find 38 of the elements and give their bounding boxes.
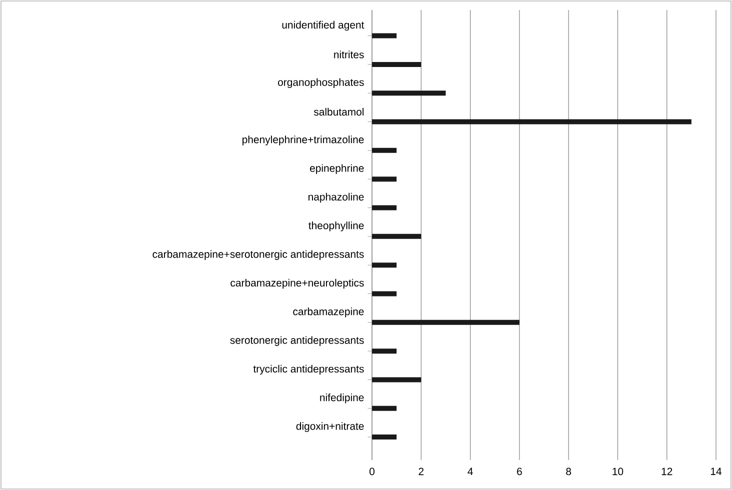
y-tick-label: naphazoline [308,192,364,203]
bar [372,234,422,239]
y-tick-label: salbutamol [314,108,364,116]
bar [372,62,422,67]
bar [372,90,446,96]
y-tick-label: phenylephrine+trimazoline [242,136,364,146]
bar [372,262,397,268]
x-tick-label: 12 [662,468,672,476]
y-tick-label: nifedipine [320,394,364,404]
y-tick-label: unidentified agent [282,20,364,31]
x-tick-label: 10 [612,468,624,476]
bar [372,434,397,440]
x-tick-label: 4 [468,468,473,475]
x-tick-label: 6 [517,468,522,476]
bar [372,176,397,182]
y-tick-label: nitrites [334,50,364,58]
x-tick-label: 14 [710,468,722,475]
bar [372,291,397,296]
y-tick-label: carbamazepine+serotonergic antidepressants [152,250,364,260]
y-tick-label: epinephrine [310,164,364,174]
bar [372,205,397,210]
bar [372,148,397,153]
x-tick-label: 0 [370,468,375,476]
x-tick-label: 8 [566,468,572,476]
y-tick-label: theophylline [308,222,364,232]
bar [372,320,520,325]
bar [372,377,422,382]
y-tick-label: carbamazepine [293,308,364,318]
y-tick-label: digoxin+nitrate [296,422,364,432]
bar [372,348,397,354]
x-tick-label: 2 [418,468,424,476]
bar [372,406,397,411]
bar [372,119,692,124]
y-tick-label: organophosphates [278,78,364,88]
y-tick-label: serotonergic antidepressants [230,336,364,346]
y-tick-label: carbamazepine+neuroleptics [230,278,364,289]
bar [372,33,397,38]
y-tick-label: tryciclic antidepressants [253,364,364,375]
